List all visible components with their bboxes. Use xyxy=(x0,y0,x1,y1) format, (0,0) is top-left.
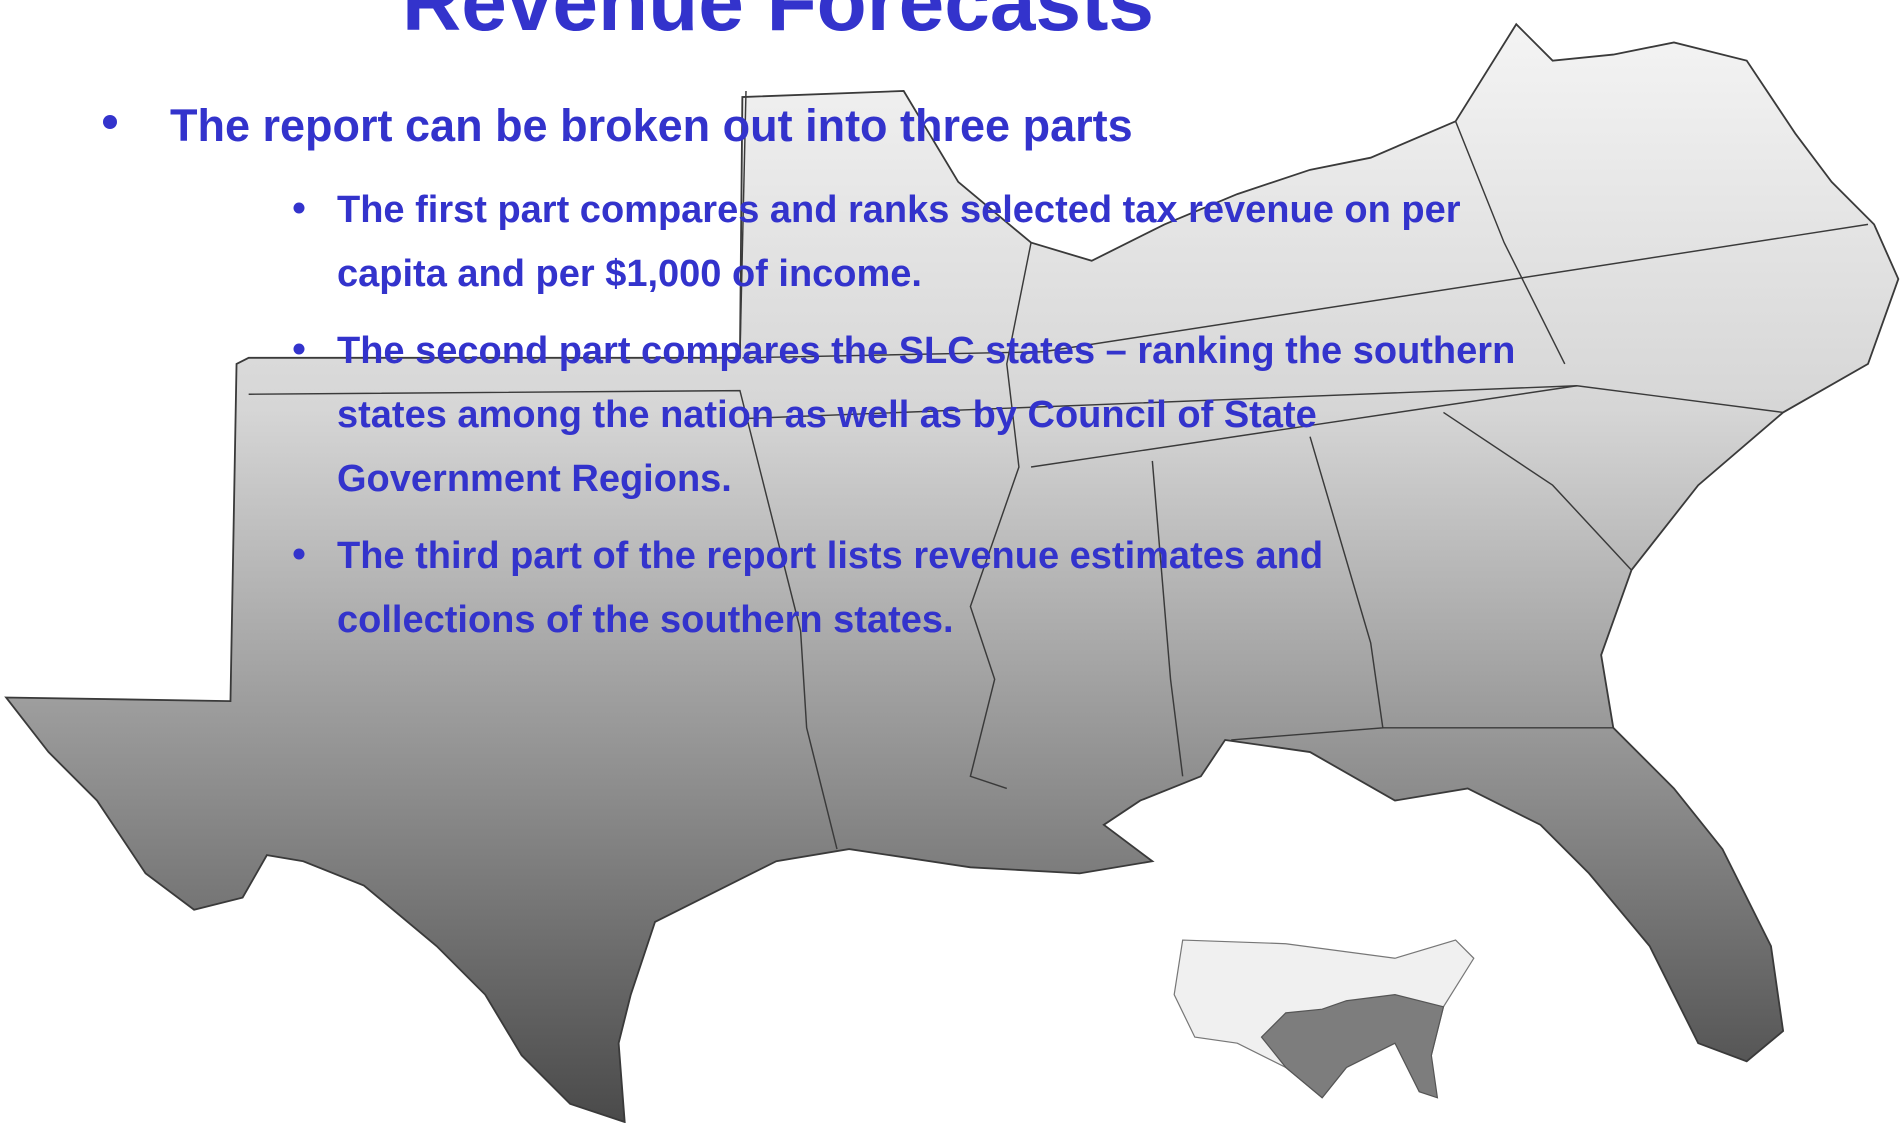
bullet-text: The report can be broken out into three … xyxy=(170,100,1133,151)
slide-title: Revenue Forecasts xyxy=(402,0,1154,48)
sub-bullet-dot xyxy=(293,343,305,355)
us-inset-map xyxy=(1173,939,1475,1099)
sub-bullet-line: The first part compares and ranks select… xyxy=(337,189,1461,231)
sub-bullet-dot xyxy=(293,202,305,214)
southern-states-map xyxy=(4,22,1900,1123)
sub-bullet-line: The third part of the report lists reven… xyxy=(337,535,1323,577)
sub-bullet-line: Government Regions. xyxy=(337,458,732,500)
state-borders xyxy=(248,90,1869,850)
sub-bullet-line: capita and per $1,000 of income. xyxy=(337,253,922,295)
map-outline xyxy=(4,22,1900,1123)
sub-bullet-line: states among the nation as well as by Co… xyxy=(337,394,1317,436)
sub-bullet-line: collections of the southern states. xyxy=(337,599,954,641)
sub-bullet-dot xyxy=(293,548,305,560)
sub-bullet-line: The second part compares the SLC states … xyxy=(337,330,1515,372)
bullet-dot xyxy=(103,115,117,129)
